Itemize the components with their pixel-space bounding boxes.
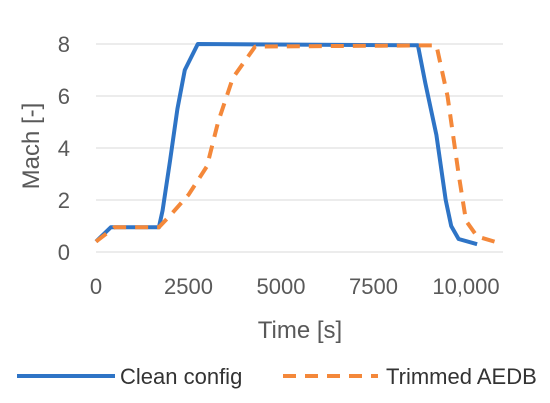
x-tick-labels: 0 2500 5000 7500 10,000 (90, 274, 500, 299)
y-tick-label: 4 (58, 136, 70, 161)
x-tick-label: 2500 (164, 274, 213, 299)
x-tick-label: 7500 (349, 274, 398, 299)
x-tick-label: 10,000 (432, 274, 499, 299)
series-lines (94, 42, 504, 247)
x-tick-label: 0 (90, 274, 102, 299)
y-tick-label: 6 (58, 84, 70, 109)
series-line-1 (94, 43, 504, 247)
y-tick-labels: 0 2 4 6 8 (58, 32, 70, 265)
y-axis-title: Mach [-] (18, 103, 45, 190)
y-tick-label: 0 (58, 240, 70, 265)
x-axis-title: Time [s] (258, 317, 342, 344)
y-tick-label: 2 (58, 188, 70, 213)
legend: Clean config Trimmed AEDB (17, 364, 537, 389)
legend-label-trimmed-aedb: Trimmed AEDB (386, 364, 537, 389)
x-tick-label: 5000 (257, 274, 306, 299)
series-line-0 (94, 42, 478, 247)
legend-label-clean-config: Clean config (120, 364, 242, 389)
y-tick-label: 8 (58, 32, 70, 57)
